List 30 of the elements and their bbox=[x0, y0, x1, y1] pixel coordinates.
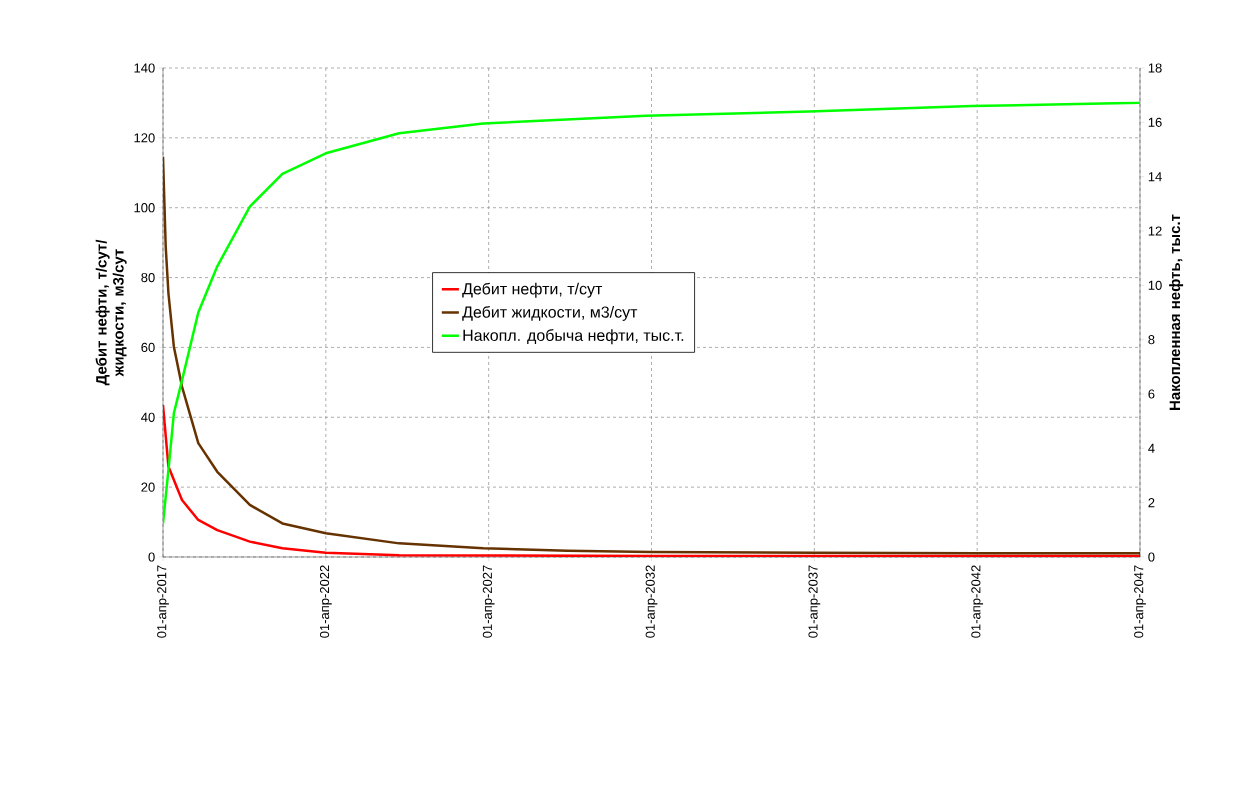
y2-tick-label: 14 bbox=[1148, 172, 1162, 182]
y2-tick-label: 4 bbox=[1148, 443, 1155, 453]
x-tick-label: 01-апр-2027 bbox=[482, 565, 495, 638]
y-tick-label: 100 bbox=[134, 203, 155, 213]
legend-label: Дебит нефти, т/сут bbox=[462, 282, 603, 298]
y-tick-label: 20 bbox=[141, 482, 155, 492]
x-tick-label: 01-апр-2037 bbox=[808, 565, 821, 638]
y2-axis-title: Накопленная нефть, тыс.т bbox=[1169, 214, 1184, 410]
x-tick-label: 01-апр-2042 bbox=[971, 565, 984, 638]
y2-tick-label: 10 bbox=[1148, 280, 1162, 290]
legend-label: Дебит жидкости, м3/сут bbox=[462, 305, 638, 321]
y-axis-title: Дебит нефти, т/сут/ жидкости, м3/сут bbox=[95, 239, 127, 386]
y2-tick-label: 12 bbox=[1148, 226, 1162, 236]
y-tick-label: 80 bbox=[141, 272, 155, 283]
legend-label: Накопл. добыча нефти, тыс.т. bbox=[463, 329, 684, 345]
y2-tick-label: 18 bbox=[1148, 63, 1162, 73]
x-tick-label: 01-апр-2032 bbox=[645, 565, 658, 638]
y2-tick-label: 8 bbox=[1148, 335, 1155, 345]
y2-tick-label: 0 bbox=[1148, 552, 1155, 562]
x-tick-label: 01-апр-2047 bbox=[1134, 565, 1146, 638]
y2-tick-label: 2 bbox=[1148, 498, 1155, 508]
y-tick-label: 120 bbox=[134, 133, 155, 143]
y-tick-label: 60 bbox=[141, 342, 155, 353]
y2-tick-label: 16 bbox=[1148, 117, 1162, 127]
y-tick-label: 140 bbox=[134, 63, 155, 73]
x-tick-label: 01-апр-2022 bbox=[319, 565, 332, 638]
y-tick-label: 0 bbox=[148, 552, 155, 562]
y-tick-label: 40 bbox=[141, 412, 155, 422]
y2-tick-label: 6 bbox=[1148, 389, 1155, 399]
x-tick-label: 01-апр-2017 bbox=[157, 565, 169, 638]
